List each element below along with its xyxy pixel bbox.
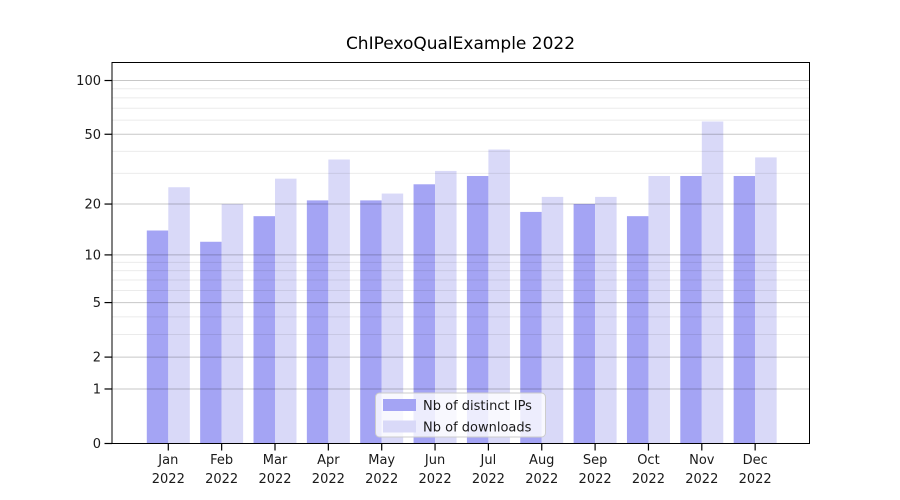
x-tick-label-month: Aug — [529, 453, 554, 468]
x-tick-label-year: 2022 — [152, 472, 185, 487]
bar-downloads-mar — [275, 178, 297, 444]
x-tick-label-month: May — [368, 453, 395, 468]
x-tick-label-year: 2022 — [579, 472, 612, 487]
x-tick-label-month: Apr — [317, 453, 340, 468]
bar-distinct-ips-sep — [573, 204, 596, 444]
bar-downloads-oct — [648, 175, 670, 444]
y-tick-label: 10 — [84, 248, 101, 263]
x-tick-label-month: Feb — [210, 453, 233, 468]
bar-downloads-aug — [541, 196, 564, 444]
x-tick-label-year: 2022 — [685, 472, 718, 487]
bar-downloads-jun — [435, 170, 457, 444]
bar-downloads-jul — [488, 149, 510, 444]
x-tick-label-year: 2022 — [525, 472, 558, 487]
bar-distinct-ips-dec — [733, 175, 756, 444]
legend-label-distinct-ips: Nb of distinct IPs — [423, 399, 532, 414]
x-tick-label-month: Dec — [743, 453, 768, 468]
grid-layer — [112, 80, 810, 390]
bar-downloads-jan — [168, 187, 190, 444]
y-tick-label: 0 — [93, 437, 101, 452]
legend-label-downloads: Nb of downloads — [423, 421, 532, 436]
y-tick-label: 5 — [93, 296, 101, 311]
x-tick-label-year: 2022 — [205, 472, 238, 487]
x-tick-label-year: 2022 — [472, 472, 505, 487]
y-tick-label: 100 — [76, 74, 101, 89]
bar-downloads-feb — [221, 204, 244, 444]
x-tick-label-month: Jul — [480, 453, 497, 468]
bar-downloads-sep — [595, 196, 617, 444]
bar-distinct-ips-mar — [253, 216, 275, 444]
legend-box — [375, 392, 546, 438]
bar-distinct-ips-nov — [680, 175, 702, 444]
y-tick-label: 2 — [93, 351, 101, 366]
legend-swatch-distinct-ips — [383, 399, 416, 411]
x-tick-label-year: 2022 — [739, 472, 772, 487]
bar-distinct-ips-feb — [200, 241, 222, 444]
chart-title: ChIPexoQualExample 2022 — [346, 34, 575, 54]
bar-distinct-ips-may — [360, 200, 382, 444]
y-tick-label: 50 — [84, 128, 101, 143]
x-tick-label-month: Jun — [424, 453, 445, 468]
plot-frame — [111, 62, 810, 444]
bar-downloads-apr — [328, 159, 350, 444]
y-tick-label: 20 — [84, 198, 101, 213]
bar-distinct-ips-apr — [306, 200, 329, 444]
bar-distinct-ips-jan — [146, 230, 169, 444]
x-tick-label-month: Jan — [157, 453, 178, 468]
bar-distinct-ips-jul — [466, 175, 489, 444]
x-tick-label-year: 2022 — [419, 472, 452, 487]
bar-distinct-ips-jun — [413, 184, 436, 444]
y-tick-label: 1 — [93, 382, 101, 397]
x-tick-label-year: 2022 — [312, 472, 345, 487]
bars-layer — [146, 121, 777, 444]
x-tick-label-year: 2022 — [632, 472, 665, 487]
x-tick-label-month: Oct — [637, 453, 659, 468]
tick-layer: 0 1 2 5 10 20 50 100 Jan 2022 Feb 2022 Mar 2022 Apr 202… — [76, 74, 772, 487]
x-tick-label-month: Nov — [689, 453, 715, 468]
x-tick-label-month: Mar — [263, 453, 288, 468]
bar-downloads-may — [381, 193, 404, 444]
bar-downloads-dec — [755, 157, 777, 444]
legend-swatch-downloads — [383, 420, 416, 433]
x-tick-label-month: Sep — [583, 453, 608, 468]
legend: Nb of distinct IPs Nb of downloads — [375, 392, 546, 438]
bar-downloads-nov — [701, 121, 724, 444]
bar-distinct-ips-oct — [626, 216, 649, 444]
bar-distinct-ips-aug — [520, 211, 542, 444]
x-tick-label-year: 2022 — [258, 472, 291, 487]
x-tick-label-year: 2022 — [365, 472, 398, 487]
